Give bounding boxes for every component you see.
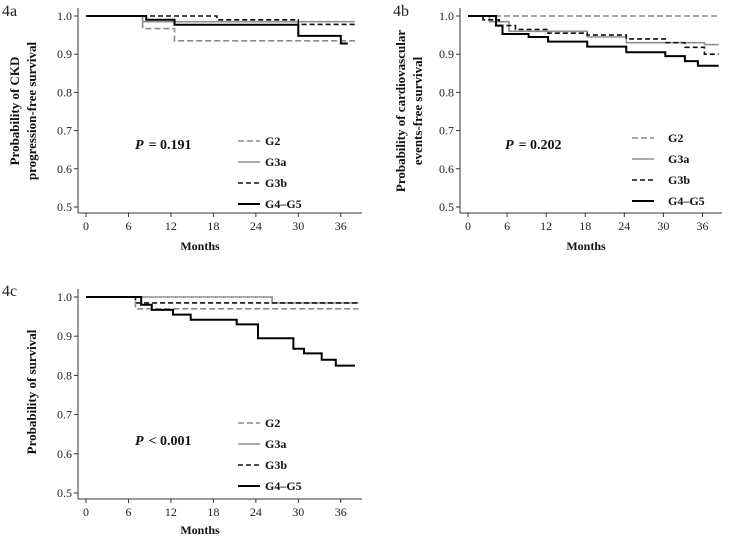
x-tick-label-4a: 0 (83, 219, 89, 233)
x-tick-label-4b: 18 (579, 219, 591, 233)
panel-label-4b: 4b (393, 3, 409, 20)
y-tick-label-4c: 0.5 (57, 486, 72, 500)
y-axis-label-4a-line2: progression-free survival (24, 41, 39, 180)
y-tick-label-4b: 0.7 (439, 124, 454, 138)
legend-label-g3b-4a: G3b (265, 176, 287, 190)
x-tick-label-4b: 30 (657, 219, 669, 233)
x-tick-label-4b: 6 (504, 219, 510, 233)
x-tick-label-4a: 6 (125, 219, 131, 233)
y-tick-label-4b: 0.8 (439, 85, 454, 99)
x-tick-label-4b: 36 (696, 219, 708, 233)
x-tick-label-4a: 36 (335, 219, 347, 233)
p-value-4b: P = 0.202 (505, 138, 562, 153)
x-axis-label-4b: Months (566, 239, 606, 253)
y-tick-label-4c: 0.6 (57, 447, 72, 461)
y-tick-label-4a: 0.9 (57, 47, 72, 61)
legend-label-g2-4a: G2 (265, 134, 280, 148)
x-tick-label-4a: 30 (292, 219, 304, 233)
y-tick-label-4a: 1.0 (57, 9, 72, 23)
x-tick-label-4c: 18 (207, 505, 219, 519)
y-axis-label-4b-line1: Probability of cardiovascular (393, 30, 408, 192)
x-axis-label-4a: Months (180, 239, 220, 253)
y-tick-label-4c: 1.0 (57, 290, 72, 304)
x-tick-label-4c: 24 (250, 505, 262, 519)
panel-4c: 4c 0.5 0.6 0.7 0.8 0.9 1.0 0 6 12 18 24 30 36 Probab… (2, 283, 362, 537)
panel-label-4a: 4a (2, 3, 17, 20)
x-tick-label-4c: 36 (335, 505, 347, 519)
x-tick-label-4c: 6 (125, 505, 131, 519)
y-tick-label-4a: 0.7 (57, 124, 72, 138)
series-g2-4a (86, 15, 355, 42)
legend-label-g3a-4c: G3a (265, 437, 286, 451)
y-axis-label-4c: Probability of survival (24, 329, 39, 454)
legend-label-g3a-4a: G3a (265, 155, 286, 169)
y-axis-label-4b-line2: events-free survival (410, 56, 425, 165)
panel-4a: 4a 0.5 0.6 0.7 0.8 0.9 1.0 0 6 12 18 24 30 36 Probab… (2, 3, 362, 253)
y-tick-label-4a: 0.8 (57, 85, 72, 99)
legend-label-g3a-4b: G3a (668, 152, 689, 166)
legend-label-g4-4b: G4–G5 (668, 194, 705, 208)
legend-label-g3b-4b: G3b (668, 173, 690, 187)
legend-4b: G2 G3a G3b G4–G5 (632, 131, 705, 208)
y-tick-label-4b: 1.0 (439, 9, 454, 23)
series-g4-4b (468, 15, 719, 67)
x-axis-label-4c: Months (180, 523, 220, 537)
plot-area-4c: 0.5 0.6 0.7 0.8 0.9 1.0 0 6 12 18 24 30 36 (57, 289, 362, 519)
y-tick-label-4a: 0.5 (57, 200, 72, 214)
y-tick-label-4b: 0.6 (439, 162, 454, 176)
legend-label-g4-4c: G4–G5 (265, 479, 302, 493)
series-g4-4c (86, 296, 355, 367)
legend-label-g4-4a: G4–G5 (265, 197, 302, 211)
plot-area-4b: 0.5 0.6 0.7 0.8 0.9 1.0 0 6 12 18 24 30 36 (439, 8, 722, 233)
plot-area-4a: 0.5 0.6 0.7 0.8 0.9 1.0 0 6 12 18 24 30 36 (57, 8, 362, 233)
y-tick-label-4c: 0.7 (57, 408, 72, 422)
y-tick-label-4c: 0.9 (57, 329, 72, 343)
p-value-4a: P = 0.191 (135, 138, 192, 153)
panel-label-4c: 4c (2, 283, 17, 300)
x-tick-label-4a: 12 (165, 219, 177, 233)
series-g3a-4b (468, 15, 719, 46)
legend-label-g3b-4c: G3b (265, 458, 287, 472)
legend-label-g2-4c: G2 (265, 416, 280, 430)
x-tick-label-4a: 18 (207, 219, 219, 233)
x-tick-label-4b: 24 (618, 219, 630, 233)
legend-4c: G2 G3a G3b G4–G5 (238, 416, 302, 493)
y-tick-label-4c: 0.8 (57, 368, 72, 382)
y-axis-label-4a-line1: Probability of CKD (7, 57, 22, 166)
series-g4-4a (86, 15, 348, 45)
x-tick-label-4c: 12 (165, 505, 177, 519)
x-tick-label-4a: 24 (250, 219, 262, 233)
y-tick-label-4a: 0.6 (57, 162, 72, 176)
panel-4b: 4b 0.5 0.6 0.7 0.8 0.9 1.0 0 6 12 18 24 30 36 Probab… (393, 3, 722, 253)
x-tick-label-4c: 30 (292, 505, 304, 519)
y-tick-label-4b: 0.9 (439, 47, 454, 61)
x-tick-label-4c: 0 (83, 505, 89, 519)
legend-label-g2-4b: G2 (668, 131, 683, 145)
series-g3b-4a (86, 15, 355, 26)
p-value-4c: P < 0.001 (135, 434, 192, 449)
series-g3b-4b (468, 15, 719, 55)
y-tick-label-4b: 0.5 (439, 200, 454, 214)
legend-4a: G2 G3a G3b G4–G5 (238, 134, 302, 211)
x-tick-label-4b: 0 (465, 219, 471, 233)
x-tick-label-4b: 12 (540, 219, 552, 233)
